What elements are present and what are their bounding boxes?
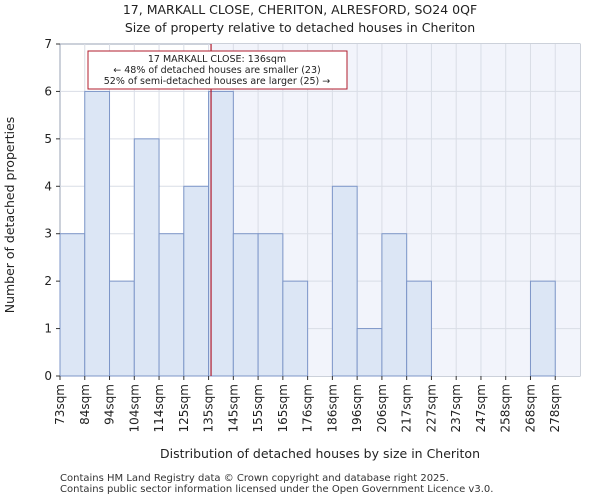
annotation-frame bbox=[87, 50, 348, 90]
footer-attribution: Contains HM Land Registry data © Crown c… bbox=[60, 473, 494, 495]
annotation-line-1: 17 MARKALL CLOSE: 136sqm bbox=[148, 54, 286, 65]
y-tick-label-2: 2 bbox=[44, 274, 52, 288]
x-tick-label-114sqm: 114sqm bbox=[152, 384, 166, 432]
x-tick-label-217sqm: 217sqm bbox=[400, 384, 414, 432]
x-tick-label-104sqm: 104sqm bbox=[127, 384, 141, 432]
x-tick-label-278sqm: 278sqm bbox=[548, 384, 562, 432]
x-tick-label-237sqm: 237sqm bbox=[449, 384, 463, 432]
bar-73sqm bbox=[59, 233, 86, 377]
x-tick-label-176sqm: 176sqm bbox=[301, 384, 315, 432]
x-tick-label-206sqm: 206sqm bbox=[375, 384, 389, 432]
bar-125sqm bbox=[183, 185, 210, 377]
y-tick-label-7: 7 bbox=[44, 37, 52, 51]
bar-186sqm bbox=[331, 185, 358, 377]
x-tick-label-258sqm: 258sqm bbox=[499, 384, 513, 432]
bar-196sqm bbox=[356, 328, 383, 377]
x-tick-label-145sqm: 145sqm bbox=[226, 384, 240, 432]
bar-165sqm bbox=[282, 280, 309, 377]
x-tick-label-186sqm: 186sqm bbox=[325, 384, 339, 432]
x-tick-label-73sqm: 73sqm bbox=[53, 384, 67, 425]
x-tick-label-125sqm: 125sqm bbox=[177, 384, 191, 432]
bar-145sqm bbox=[232, 233, 259, 377]
bar-114sqm bbox=[158, 233, 185, 377]
x-tick-label-227sqm: 227sqm bbox=[424, 384, 438, 432]
x-tick-label-135sqm: 135sqm bbox=[202, 384, 216, 432]
chart-title-block: 17, MARKALL CLOSE, CHERITON, ALRESFORD, … bbox=[0, 1, 600, 37]
footer-line-1: Contains HM Land Registry data © Crown c… bbox=[60, 473, 449, 484]
bar-268sqm bbox=[529, 280, 556, 377]
x-tick-label-268sqm: 268sqm bbox=[523, 384, 537, 432]
y-tick-label-0: 0 bbox=[44, 369, 52, 383]
y-tick-label-3: 3 bbox=[44, 227, 52, 241]
y-tick-label-6: 6 bbox=[44, 84, 52, 98]
bar-206sqm bbox=[381, 233, 408, 377]
x-axis-label: Distribution of detached houses by size … bbox=[160, 446, 480, 461]
y-axis-label: Number of detached properties bbox=[2, 117, 17, 314]
chart-subtitle: Size of property relative to detached ho… bbox=[124, 20, 476, 35]
bar-94sqm bbox=[109, 280, 135, 377]
annotation-box: 17 MARKALL CLOSE: 136sqm ← 48% of detach… bbox=[87, 50, 348, 90]
x-tick-label-165sqm: 165sqm bbox=[276, 384, 290, 432]
y-tick-label-5: 5 bbox=[44, 132, 52, 146]
chart-title: 17, MARKALL CLOSE, CHERITON, ALRESFORD, … bbox=[122, 2, 478, 17]
bar-104sqm bbox=[133, 138, 160, 377]
footer-line-2: Contains public sector information licen… bbox=[60, 483, 494, 495]
x-tick-label-84sqm: 84sqm bbox=[78, 384, 92, 425]
bar-84sqm bbox=[84, 90, 111, 377]
bar-135sqm bbox=[208, 90, 234, 377]
x-tick-label-196sqm: 196sqm bbox=[350, 384, 364, 432]
bar-217sqm bbox=[406, 280, 432, 377]
y-tick-label-4: 4 bbox=[44, 179, 52, 193]
x-tick-label-247sqm: 247sqm bbox=[474, 384, 488, 432]
annotation-line-3: 52% of semi-detached houses are larger (… bbox=[104, 76, 331, 87]
annotation-line-2: ← 48% of detached houses are smaller (23… bbox=[113, 65, 320, 76]
x-tick-label-94sqm: 94sqm bbox=[103, 384, 117, 425]
bar-155sqm bbox=[257, 233, 284, 377]
x-tick-label-155sqm: 155sqm bbox=[251, 384, 265, 432]
y-tick-label-1: 1 bbox=[44, 322, 52, 336]
